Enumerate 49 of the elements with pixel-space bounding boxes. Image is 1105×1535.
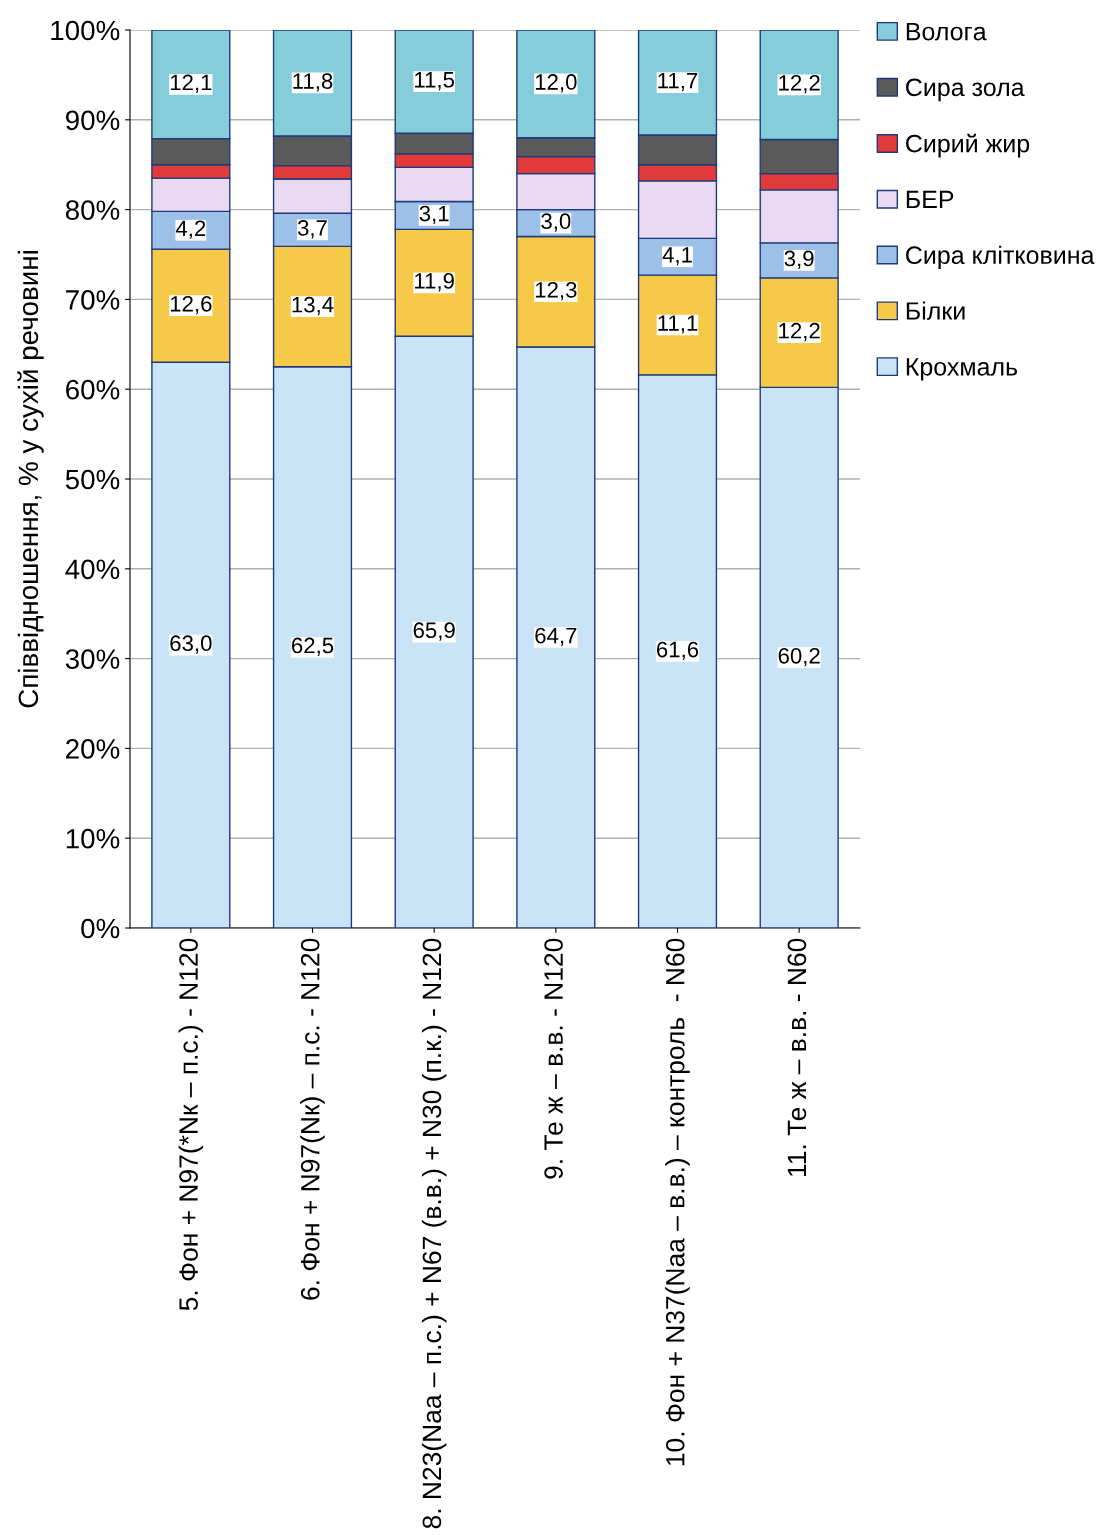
data-label: 4,1 bbox=[662, 247, 692, 266]
legend-label: Сира клітковина bbox=[906, 245, 1095, 269]
y-axis-title: Співвідношення, % у сухій речовині bbox=[17, 251, 44, 708]
data-label: 3,0 bbox=[541, 213, 571, 232]
legend-label: Сира зола bbox=[906, 78, 1025, 102]
data-label: 11,7 bbox=[658, 72, 698, 92]
data-label: 4,2 bbox=[175, 220, 206, 239]
y-tick-label: 30% bbox=[65, 649, 120, 669]
x-tick-label: 10. Фон + N37(Naa – в.в.) – контроль - N60 bbox=[665, 938, 690, 1466]
data-label: 11,1 bbox=[658, 315, 698, 334]
data-label: 12,1 bbox=[170, 74, 212, 93]
data-label: 63,0 bbox=[170, 635, 212, 654]
data-label: 12,2 bbox=[779, 322, 820, 342]
y-tick-label: 0% bbox=[81, 918, 120, 939]
y-tick-label: 20% bbox=[66, 739, 120, 759]
data-label: 3,7 bbox=[297, 220, 327, 239]
data-label: 12,2 bbox=[779, 75, 820, 94]
data-label: 62,5 bbox=[292, 637, 334, 656]
data-label: 60,2 bbox=[778, 647, 820, 667]
y-tick-label: 90% bbox=[65, 110, 120, 131]
y-tick-label: 70% bbox=[66, 290, 120, 310]
legend-label: БЕР bbox=[906, 190, 954, 209]
data-label: 11,9 bbox=[415, 273, 454, 292]
data-label: 12,6 bbox=[170, 295, 212, 315]
legend-label: Білки bbox=[906, 301, 965, 320]
data-label: 3,9 bbox=[784, 250, 814, 269]
x-tick-label: 11. Те ж – в.в. - N60 bbox=[787, 938, 807, 1176]
data-label: 13,4 bbox=[292, 296, 334, 316]
x-tick-label: 9. Те ж – в.в. - N120 bbox=[544, 938, 563, 1179]
legend-label: Сирий жир bbox=[906, 133, 1030, 158]
data-label: 11,8 bbox=[293, 73, 333, 92]
y-tick-label: 80% bbox=[65, 200, 120, 220]
data-label: 12,0 bbox=[535, 74, 577, 93]
data-label: 3,1 bbox=[419, 205, 449, 225]
x-tick-label: 8. N23(Naa – п.с.) + N67 (в.в.) + N30 (п.к.) - N120 bbox=[421, 938, 447, 1529]
data-label: 61,6 bbox=[657, 641, 699, 661]
legend-label: Крохмаль bbox=[906, 358, 1018, 381]
y-tick-label: 100% bbox=[51, 20, 120, 41]
y-tick-label: 60% bbox=[66, 379, 120, 400]
data-label: 12,3 bbox=[535, 282, 577, 301]
y-tick-label: 10% bbox=[66, 828, 120, 849]
x-tick-label: 6. Фон + N97(Nк) – п.с. - N120 bbox=[300, 938, 325, 1300]
data-label: 64,7 bbox=[535, 627, 577, 647]
legend-label: Вологa bbox=[906, 22, 987, 41]
x-tick-label: 5. Фон + N97(*Nк – п.с.) - N120 bbox=[178, 938, 204, 1311]
data-label: 65,9 bbox=[413, 622, 455, 641]
y-tick-label: 40% bbox=[65, 559, 120, 580]
data-label: 11,5 bbox=[415, 72, 455, 91]
y-tick-label: 50% bbox=[65, 469, 120, 490]
